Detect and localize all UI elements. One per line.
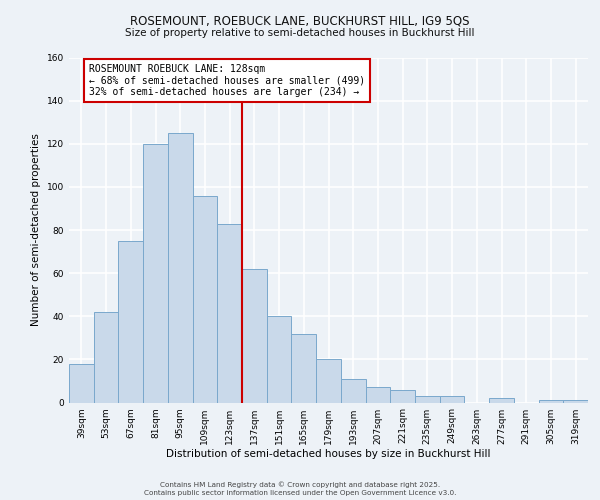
Bar — [341, 379, 365, 402]
Bar — [69, 364, 94, 403]
Text: Contains HM Land Registry data © Crown copyright and database right 2025.: Contains HM Land Registry data © Crown c… — [160, 481, 440, 488]
Bar — [440, 396, 464, 402]
Bar — [365, 388, 390, 402]
Bar — [267, 316, 292, 402]
Bar — [242, 269, 267, 402]
Bar — [168, 133, 193, 402]
Text: ROSEMOUNT, ROEBUCK LANE, BUCKHURST HILL, IG9 5QS: ROSEMOUNT, ROEBUCK LANE, BUCKHURST HILL,… — [130, 15, 470, 28]
Bar — [563, 400, 588, 402]
Bar — [489, 398, 514, 402]
Bar — [143, 144, 168, 403]
Bar — [415, 396, 440, 402]
Bar — [539, 400, 563, 402]
Bar — [316, 360, 341, 403]
Bar — [94, 312, 118, 402]
Bar — [217, 224, 242, 402]
Bar — [292, 334, 316, 402]
Y-axis label: Number of semi-detached properties: Number of semi-detached properties — [31, 134, 41, 326]
Bar — [390, 390, 415, 402]
Text: Contains public sector information licensed under the Open Government Licence v3: Contains public sector information licen… — [144, 490, 456, 496]
Bar — [118, 241, 143, 402]
Text: ROSEMOUNT ROEBUCK LANE: 128sqm
← 68% of semi-detached houses are smaller (499)
3: ROSEMOUNT ROEBUCK LANE: 128sqm ← 68% of … — [89, 64, 365, 97]
X-axis label: Distribution of semi-detached houses by size in Buckhurst Hill: Distribution of semi-detached houses by … — [166, 450, 491, 460]
Text: Size of property relative to semi-detached houses in Buckhurst Hill: Size of property relative to semi-detach… — [125, 28, 475, 38]
Bar — [193, 196, 217, 402]
